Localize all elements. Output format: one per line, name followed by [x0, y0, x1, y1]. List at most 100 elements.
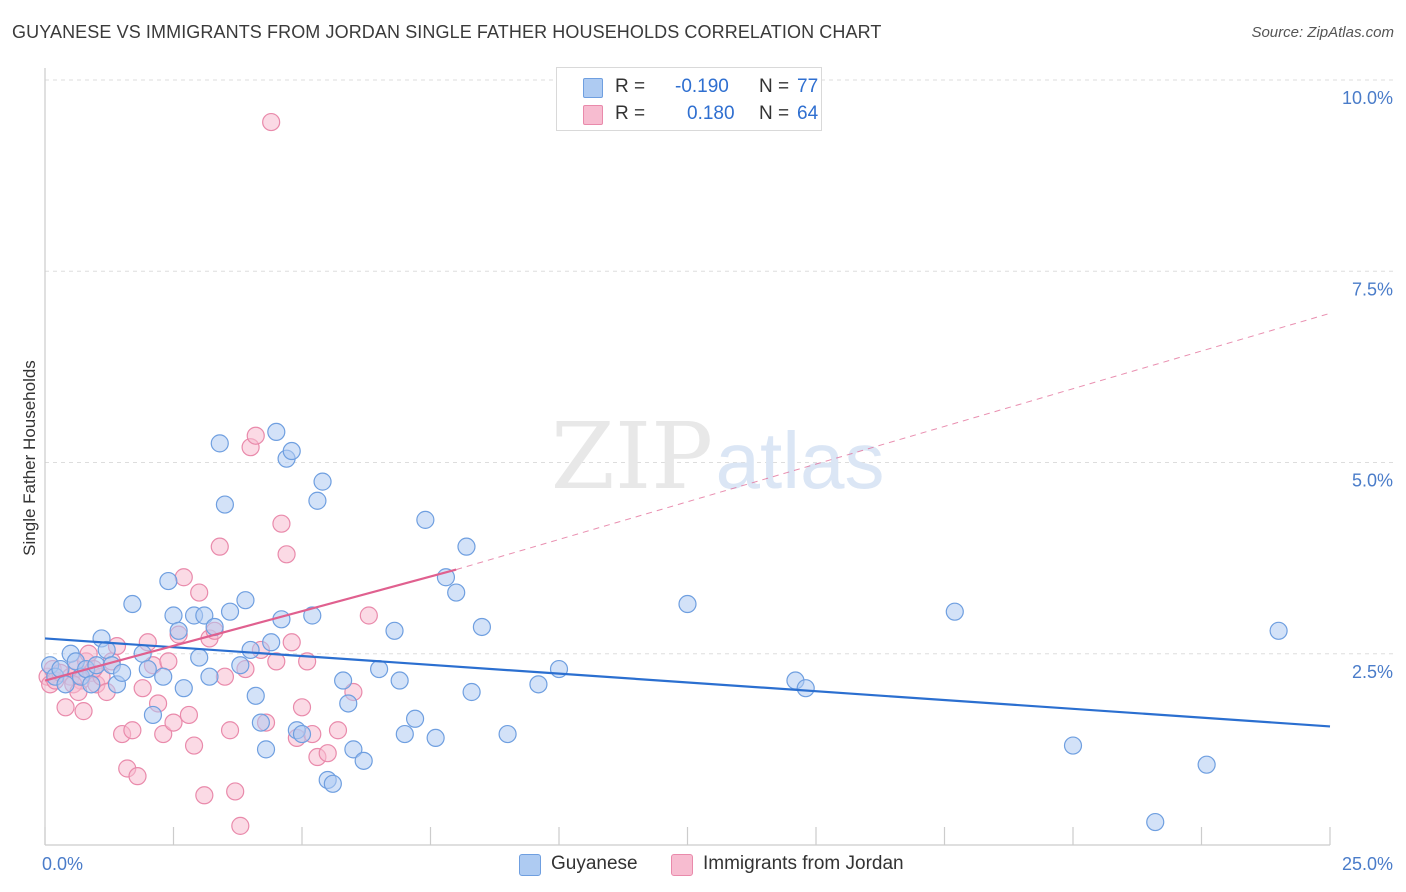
guyanese-point — [308, 491, 327, 510]
chart-title: GUYANESE VS IMMIGRANTS FROM JORDAN SINGL… — [12, 22, 882, 42]
guyanese-point — [262, 633, 281, 652]
guyanese-point — [251, 713, 270, 732]
legend-n-value: 77 — [797, 76, 819, 97]
guyanese-point — [241, 640, 260, 660]
guyanese-point — [1063, 736, 1083, 755]
guyanese-point — [56, 675, 75, 694]
jordan-point — [231, 816, 250, 835]
x-tick-label: 25.0% — [1342, 854, 1393, 874]
y-tick-labels: 2.5% 5.0% 7.5% 10.0% — [1342, 88, 1393, 682]
guyanese-point — [385, 621, 404, 640]
jordan-point — [215, 667, 234, 686]
jordan-point — [246, 426, 265, 445]
legend-r-value: -0.190 — [675, 76, 729, 97]
guyanese-point — [303, 606, 322, 625]
guyanese-point — [334, 671, 353, 690]
jordan-point — [174, 568, 193, 587]
jordan-point — [272, 514, 291, 533]
jordan-point — [262, 112, 281, 132]
guyanese-point — [498, 724, 517, 744]
guyanese-point — [246, 686, 265, 705]
guyanese-point — [1146, 812, 1165, 832]
guyanese-point — [370, 659, 389, 679]
watermark-atlas: atlas — [716, 416, 885, 505]
jordan-point — [359, 606, 378, 625]
legend-n-label: N = — [759, 103, 790, 124]
jordan-point — [267, 652, 286, 671]
jordan-point — [179, 705, 199, 725]
y-tick-label: 10.0% — [1342, 88, 1393, 108]
guyanese-point — [457, 537, 476, 556]
jordan-point — [133, 679, 152, 698]
guyanese-point — [678, 594, 697, 614]
y-tick-label: 2.5% — [1352, 662, 1393, 682]
legend-r-label: R = — [615, 76, 646, 97]
source-credit: Source: ZipAtlas.com — [1251, 24, 1394, 41]
gridlines — [45, 79, 1395, 655]
guyanese-point — [390, 671, 409, 690]
stats-legend: R = -0.190 N = 77 R = 0.180 N = 64 — [556, 67, 822, 131]
guyanese-trend-line — [44, 637, 1331, 728]
guyanese-point — [231, 656, 250, 675]
y-tick-label: 7.5% — [1352, 279, 1393, 299]
guyanese-point — [123, 594, 142, 614]
guyanese-point — [210, 434, 229, 453]
guyanese-point — [143, 705, 163, 725]
bottom-legend-label-guyanese: Guyanese — [551, 853, 638, 874]
y-axis-label: Single Father Households — [20, 360, 39, 556]
jordan-point — [164, 713, 183, 732]
trend-lines — [44, 312, 1331, 728]
jordan-point — [282, 633, 301, 652]
guyanese-point — [236, 591, 255, 610]
guyanese-point — [313, 472, 332, 491]
guyanese-point — [447, 583, 466, 602]
guyanese-point — [344, 740, 363, 759]
jordan-point — [277, 545, 296, 564]
jordan-point — [154, 724, 173, 744]
guyanese-point — [220, 602, 240, 621]
guyanese-point — [82, 675, 101, 694]
guyanese-point — [395, 724, 414, 744]
guyanese-point — [138, 659, 157, 679]
guyanese-point — [174, 679, 193, 698]
jordan-trend-line — [44, 568, 457, 682]
guyanese-point — [416, 510, 435, 529]
jordan-point — [318, 744, 337, 763]
jordan-point — [190, 583, 209, 602]
guyanese-point — [354, 751, 373, 770]
guyanese-point — [267, 422, 286, 441]
jordan-point — [74, 702, 93, 721]
guyanese-point — [339, 694, 358, 713]
bottom-legend-label-jordan: Immigrants from Jordan — [703, 853, 904, 874]
jordan-point — [184, 736, 204, 755]
jordan-point — [56, 698, 75, 717]
y-tick-label: 5.0% — [1352, 471, 1393, 491]
legend-n-value: 64 — [797, 103, 819, 124]
guyanese-point — [159, 571, 178, 591]
guyanese-point — [154, 667, 173, 686]
guyanese-point — [323, 774, 342, 793]
jordan-point — [220, 721, 240, 740]
guyanese-point — [529, 675, 548, 694]
guyanese-point — [462, 682, 481, 702]
guyanese-point — [215, 495, 234, 514]
jordan-point — [128, 767, 147, 786]
jordan-point — [159, 652, 178, 671]
guyanese-point — [256, 740, 276, 759]
guyanese-point — [190, 648, 209, 667]
guyanese-point — [200, 667, 219, 686]
x-tick-label: 0.0% — [42, 854, 83, 874]
jordan-point — [123, 721, 142, 740]
jordan-point — [210, 537, 229, 556]
guyanese-point — [472, 617, 491, 637]
jordan-point — [328, 721, 348, 740]
jordan-point — [226, 782, 245, 801]
bottom-legend-swatch-jordan — [671, 854, 693, 876]
legend-swatch-jordan — [583, 105, 603, 125]
guyanese-point — [945, 602, 964, 621]
guyanese-point — [1269, 621, 1288, 640]
guyanese-point — [195, 606, 214, 625]
guyanese-point — [426, 728, 445, 748]
legend-r-label: R = — [615, 103, 646, 124]
